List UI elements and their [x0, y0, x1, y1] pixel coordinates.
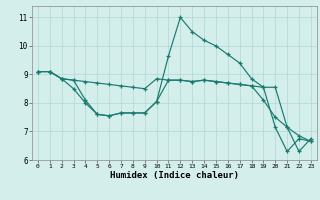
X-axis label: Humidex (Indice chaleur): Humidex (Indice chaleur) — [110, 171, 239, 180]
